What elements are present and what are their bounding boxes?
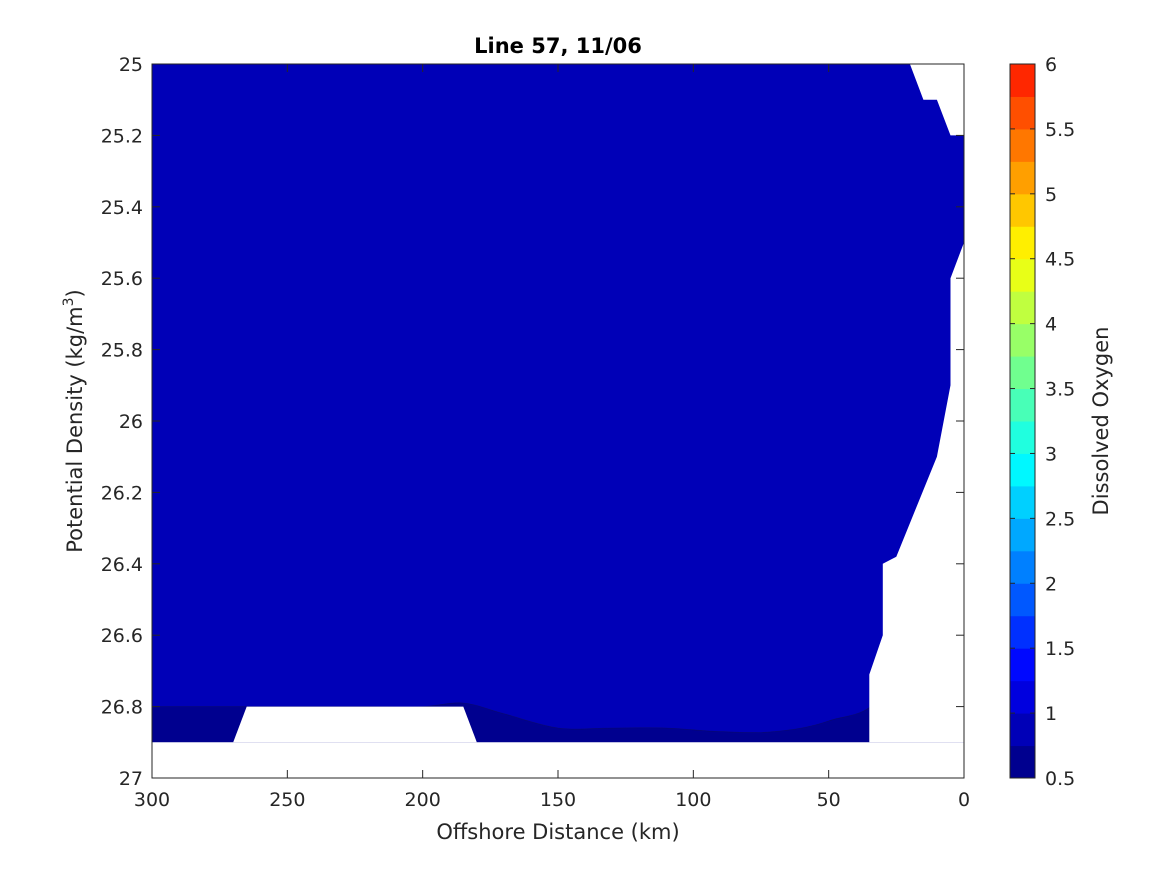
colorbar-segment <box>1010 648 1035 682</box>
colorbar-segment <box>1010 713 1035 747</box>
x-tick-label: 200 <box>405 789 441 811</box>
y-tick-label: 27 <box>119 768 143 790</box>
colorbar-tick-label: 1 <box>1045 703 1057 725</box>
colorbar-segment <box>1010 583 1035 617</box>
colorbar-tick-label: 5 <box>1045 184 1057 206</box>
colorbar-segment <box>1010 161 1035 195</box>
no-data-region <box>233 706 477 743</box>
colorbar-segment <box>1010 550 1035 584</box>
colorbar-tick-label: 3.5 <box>1045 379 1075 401</box>
x-axis-ticks: 300 250 200 150 100 50 0 <box>134 64 970 811</box>
colorbar-segment <box>1010 96 1035 130</box>
y-axis-title-main: Potential Density (kg/m <box>63 306 87 552</box>
colorbar-frame <box>1009 63 1036 779</box>
colorbar-segment <box>1010 485 1035 519</box>
y-tick-label: 26.6 <box>101 625 143 647</box>
colorbar-segment <box>1010 615 1035 649</box>
no-data-mask-layer <box>152 64 964 778</box>
colorbar-segment <box>1010 128 1035 162</box>
no-data-region <box>152 742 964 778</box>
colorbar-tick-label: 1.5 <box>1045 638 1075 660</box>
colorbar-segment <box>1010 518 1035 552</box>
y-tick-label: 26.8 <box>101 697 143 719</box>
colorbar-tick-label: 0.5 <box>1045 768 1075 790</box>
colorbar-segment <box>1010 356 1035 390</box>
y-axis-title-end: ) <box>63 289 87 297</box>
colorbar-segment <box>1010 193 1035 227</box>
no-data-region <box>909 64 964 136</box>
y-tick-label: 25.4 <box>101 197 143 219</box>
y-tick-label: 25.2 <box>101 125 143 147</box>
x-tick-label: 100 <box>675 789 711 811</box>
y-tick-label: 25.6 <box>101 268 143 290</box>
x-tick-label: 250 <box>269 789 305 811</box>
contour-band <box>152 64 964 733</box>
colorbar-tick-label: 2.5 <box>1045 508 1075 530</box>
colorbar-segment <box>1010 258 1035 292</box>
y-axis-title-sup: 3 <box>61 297 77 306</box>
x-tick-label: 0 <box>958 789 970 811</box>
y-tick-label: 26.2 <box>101 482 143 504</box>
y-tick-label: 25.8 <box>101 340 143 362</box>
x-tick-label: 50 <box>817 789 841 811</box>
colorbar-segment <box>1010 64 1035 97</box>
y-axis-title: Potential Density (kg/m3) <box>61 289 87 553</box>
y-axis-ticks: 25 25.2 25.4 25.6 25.8 26 26.2 26.4 26.6 26.8 27 <box>101 54 964 790</box>
y-tick-label: 25 <box>119 54 143 76</box>
no-data-region <box>869 242 964 743</box>
colorbar-segment <box>1010 453 1035 487</box>
contour-fill-layer <box>152 64 964 778</box>
colorbar-tick-label: 2 <box>1045 573 1057 595</box>
colorbar-segment <box>1010 323 1035 357</box>
colorbar-segment <box>1010 745 1035 779</box>
colorbar-segment <box>1010 291 1035 325</box>
chart-title: Line 57, 11/06 <box>474 34 642 58</box>
colorbar-tick-label: 4.5 <box>1045 249 1075 271</box>
colorbar-tick-label: 3 <box>1045 443 1057 465</box>
colorbar-tick-label: 5.5 <box>1045 119 1075 141</box>
x-tick-label: 150 <box>540 789 576 811</box>
colorbar-tick-label: 6 <box>1045 54 1057 76</box>
colorbar-tick-label: 4 <box>1045 314 1057 336</box>
x-axis-title: Offshore Distance (km) <box>436 820 679 844</box>
colorbar-segment <box>1010 421 1035 454</box>
colorbar-ticks: 0.5 1 1.5 2 2.5 3 3.5 4 4.5 5 5.5 6 <box>1010 54 1075 790</box>
colorbar <box>1010 64 1035 779</box>
colorbar-segment <box>1010 226 1035 260</box>
colorbar-segment <box>1010 680 1035 714</box>
x-tick-label: 300 <box>134 789 170 811</box>
y-tick-label: 26 <box>119 411 143 433</box>
colorbar-title: Dissolved Oxygen <box>1089 327 1113 516</box>
y-tick-label: 26.4 <box>101 554 143 576</box>
colorbar-segment <box>1010 388 1035 422</box>
